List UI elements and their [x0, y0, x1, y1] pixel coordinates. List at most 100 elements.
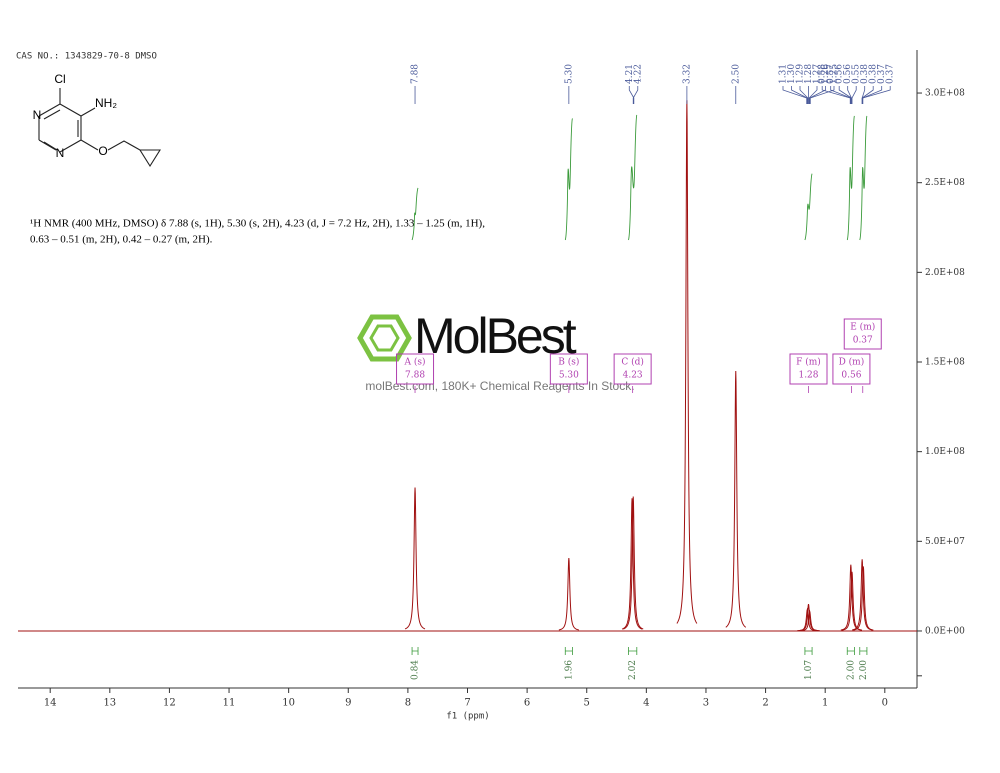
spectrum-peak — [623, 496, 644, 630]
spectrum-peak — [676, 100, 698, 624]
integral-curve — [628, 114, 638, 241]
x-tick-label: 0 — [882, 698, 888, 709]
peak-label: 1.29 — [796, 64, 806, 84]
y-tick-label: 1.0E+08 — [925, 447, 965, 457]
multiplet-box — [549, 353, 588, 385]
peak-label: 4.22 — [633, 64, 643, 84]
peak-label: 0.38 — [860, 64, 870, 84]
peak-label-connector — [862, 86, 891, 104]
integral-curve — [411, 187, 419, 241]
peak-label-connector — [632, 86, 639, 104]
multiplet-box — [843, 318, 882, 350]
x-tick-label: 11 — [223, 698, 236, 709]
peak-label-connector — [847, 86, 852, 104]
y-tick-label: 5.0E+07 — [925, 537, 965, 547]
cas-label: CAS NO.: 1343829-70-8 DMSO — [16, 52, 157, 62]
peak-label: 1.30 — [787, 64, 797, 84]
x-tick-label: 8 — [405, 698, 411, 709]
spectrum-peak — [799, 609, 820, 632]
watermark-tagline: molBest.com, 180K+ Chemical Reagents In … — [365, 379, 634, 393]
integral-range — [564, 647, 573, 655]
multiplet-box — [396, 353, 435, 385]
peak-label-connector — [791, 86, 808, 104]
x-axis-label: f1 (ppm) — [446, 712, 489, 722]
peak-label: 0.38 — [869, 64, 879, 84]
spectrum-peak — [841, 571, 863, 631]
multiplet-box — [832, 353, 871, 385]
nmr-description: ¹H NMR (400 MHz, DMSO) δ 7.88 (s, 1H), 5… — [30, 218, 485, 230]
y-tick-label: 2.0E+08 — [925, 268, 965, 278]
atom-label: N — [33, 108, 42, 122]
multiplet-shift: 4.23 — [623, 371, 643, 381]
integral-range — [628, 647, 638, 655]
x-tick-label: 6 — [524, 698, 530, 709]
x-tick-label: 9 — [345, 698, 351, 709]
multiplet-label: C (d) — [621, 357, 644, 368]
multiplet-label: E (m) — [850, 322, 875, 333]
spectrum-peak — [558, 557, 579, 631]
peak-label: 0.56 — [843, 64, 853, 84]
peak-label: 0.55 — [852, 64, 862, 84]
x-tick-label: 10 — [282, 698, 295, 709]
multiplet-label: B (s) — [558, 357, 579, 368]
peak-label: 0.56 — [835, 64, 845, 84]
peak-label: 5.30 — [564, 64, 574, 84]
spectrum-peak — [404, 487, 426, 630]
integral-label: 2.00 — [846, 660, 856, 680]
x-tick-label: 3 — [703, 698, 709, 709]
y-tick-label: 0.0E+00 — [925, 626, 965, 636]
multiplet-shift: 0.37 — [853, 336, 873, 346]
y-tick-label: 3.0E+08 — [925, 89, 965, 99]
multiplet-shift: 5.30 — [559, 371, 579, 381]
peak-label: 0.58 — [818, 64, 828, 84]
x-tick-label: 14 — [44, 698, 57, 709]
x-tick-label: 1 — [822, 698, 828, 709]
spectrum-peak — [725, 370, 747, 628]
integral-range — [411, 647, 419, 655]
peak-label: 3.32 — [682, 64, 692, 84]
multiplet-box — [613, 353, 652, 385]
peak-label-connector — [809, 86, 826, 104]
x-tick-label: 4 — [643, 698, 649, 709]
multiplet-shift: 1.28 — [798, 371, 818, 381]
peak-label: 1.25 — [830, 64, 840, 84]
atom-label: N — [56, 146, 65, 160]
peak-label: 0.57 — [826, 64, 836, 84]
integral-curve — [859, 115, 868, 241]
spectrum-peak — [852, 559, 873, 631]
peak-label: 4.21 — [625, 64, 635, 84]
peak-label-connector — [628, 86, 635, 104]
peak-label: 1.26 — [821, 64, 831, 84]
integral-label: 1.96 — [564, 660, 574, 680]
integral-curve — [564, 118, 573, 241]
peak-label-connector — [830, 86, 852, 104]
integral-label: 2.00 — [859, 660, 869, 680]
peak-label-connector — [821, 86, 851, 104]
peak-label: 2.50 — [731, 64, 741, 84]
multiplet-shift: 7.88 — [405, 371, 425, 381]
integral-label: 1.07 — [804, 660, 814, 680]
peak-label-connector — [782, 86, 808, 104]
watermark-name: MolBest — [414, 308, 577, 364]
peak-label: 7.88 — [411, 64, 421, 84]
x-tick-label: 2 — [762, 698, 768, 709]
peak-label-connector — [851, 86, 857, 104]
peak-label-connector — [799, 86, 809, 104]
integral-label: 0.84 — [411, 660, 421, 680]
bonds — [38, 88, 161, 168]
multiplet-label: F (m) — [796, 357, 821, 368]
peak-label: 1.31 — [779, 64, 789, 84]
integral-range — [804, 647, 813, 655]
structure — [38, 88, 161, 168]
atom-label: NH₂ — [95, 96, 117, 110]
x-tick-label: 5 — [584, 698, 590, 709]
y-tick-label: 1.5E+08 — [925, 358, 965, 368]
y-tick-label: 2.5E+08 — [925, 178, 965, 188]
x-tick-label: 13 — [103, 698, 116, 709]
peak-label-connector — [861, 86, 874, 104]
integral-label: 2.02 — [628, 660, 638, 680]
multiplet-label: A (s) — [404, 357, 426, 368]
multiplet-box — [789, 353, 828, 385]
nmr-description: 0.63 – 0.51 (m, 2H), 0.42 – 0.27 (m, 2H)… — [30, 234, 213, 246]
